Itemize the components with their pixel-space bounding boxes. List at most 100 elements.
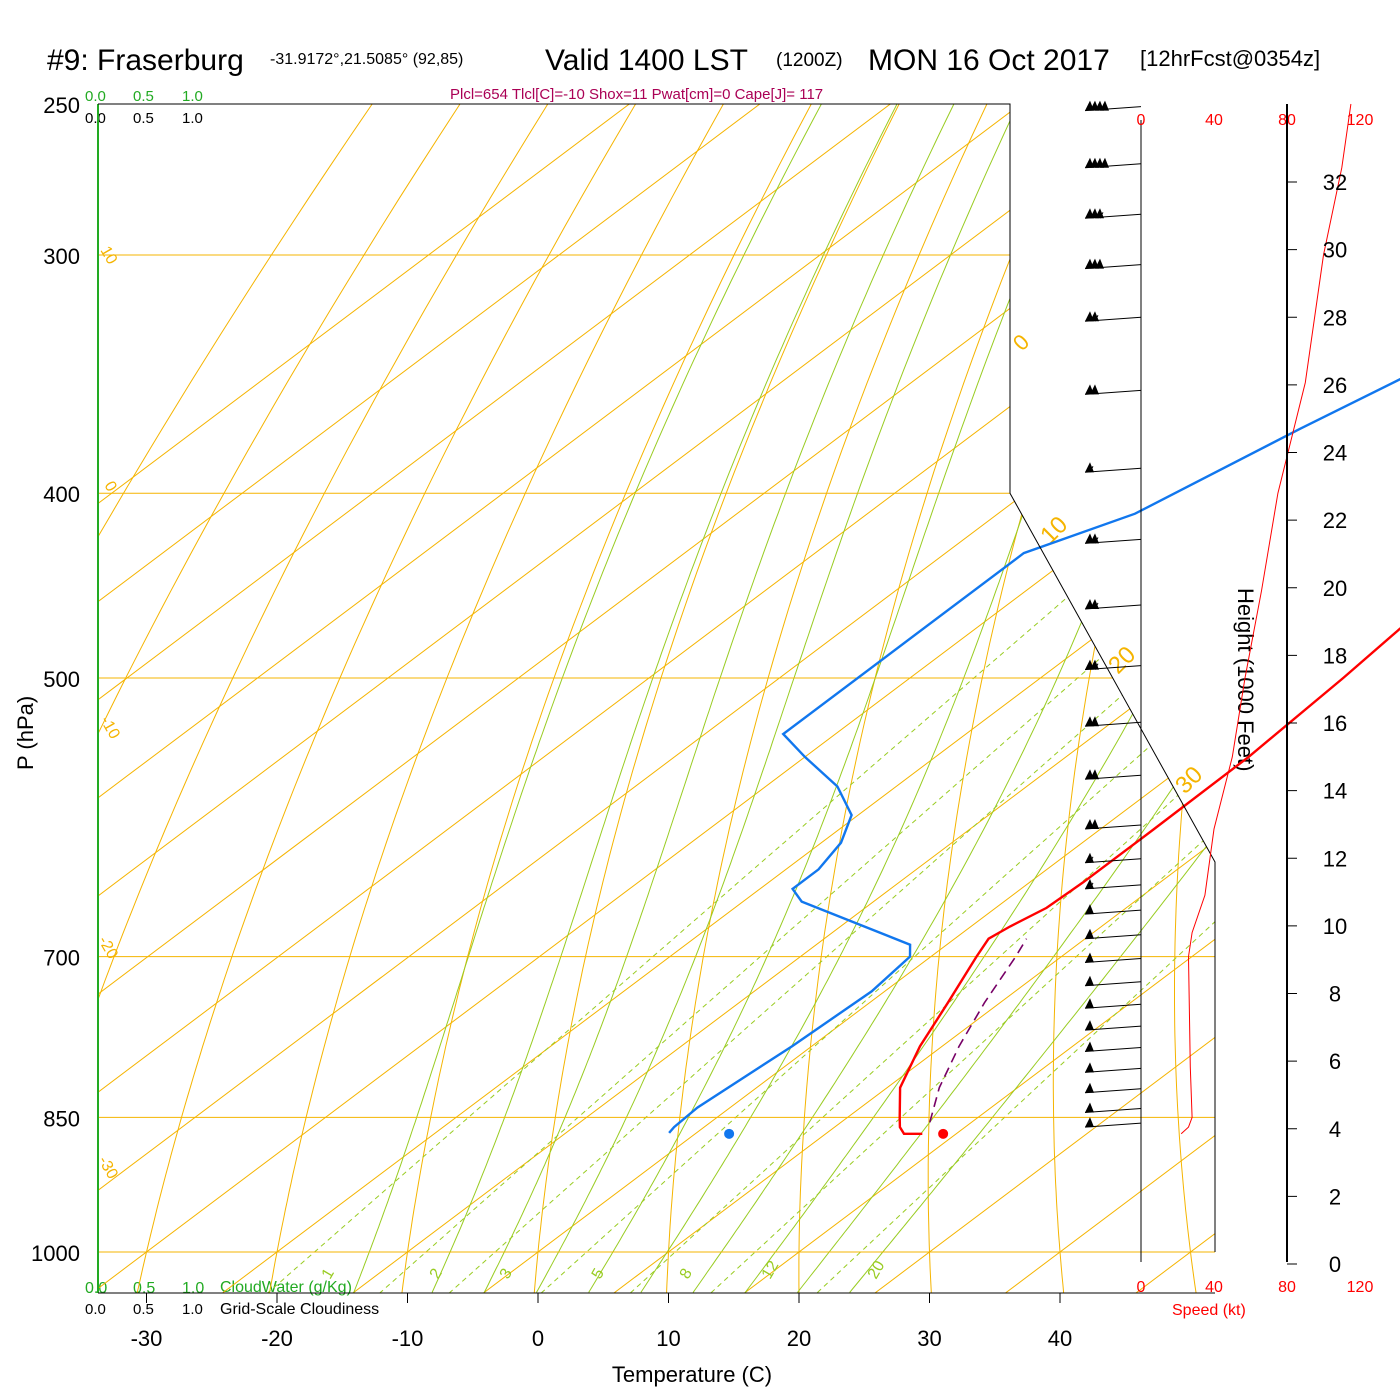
x-tick-label: -30 <box>131 1326 163 1351</box>
temperature-line <box>898 627 1400 1135</box>
wind-barb <box>1084 100 1142 112</box>
height-tick-label: 2 <box>1329 1184 1341 1209</box>
y-axis-label: P (hPa) <box>13 696 38 770</box>
mixing-ratio-line <box>784 492 1215 1293</box>
moist-adiabat-line <box>849 104 1215 1293</box>
height-tick-label: 30 <box>1323 238 1347 263</box>
wind-barb-staff <box>1084 1003 1142 1009</box>
cloudiness-tick-top: 0.5 <box>133 110 154 127</box>
forecast-info: [12hrFcst@0354z] <box>1140 46 1320 71</box>
y-tick-label: 1000 <box>31 1241 80 1266</box>
height-tick-label: 24 <box>1323 441 1347 466</box>
wind-barb-flag <box>1085 1062 1094 1073</box>
isotherm-line <box>98 104 1215 1293</box>
wind-barb <box>1084 157 1142 169</box>
cloudwater-tick-bottom: 1.0 <box>182 1280 204 1297</box>
surface-temperature-dot <box>938 1128 949 1139</box>
cloud-axis-bottom: 0.0 0.5 1.0 CloudWater (g/Kg) 0.0 0.5 1.… <box>85 1279 379 1318</box>
dry-adiabat-line <box>665 104 1004 1293</box>
height-tick-label: 22 <box>1323 508 1347 533</box>
x-tick-label: -20 <box>261 1326 293 1351</box>
height-tick-label: 14 <box>1323 779 1347 804</box>
y-tick-labels: 250 300 400 500 700 850 1000 <box>31 93 80 1266</box>
y-tick-label: 700 <box>43 946 80 971</box>
height-tick-label: 18 <box>1323 643 1347 668</box>
grid-lines <box>98 104 1215 1293</box>
dry-adiabat-line <box>128 104 657 1293</box>
isotherm-line <box>171 104 1215 1293</box>
dry-adiabat-line <box>98 104 570 1293</box>
wind-barb-staff <box>1084 981 1142 987</box>
wind-barb <box>1084 998 1142 1009</box>
height-tick-label: 26 <box>1323 373 1347 398</box>
wind-barb <box>1084 1020 1142 1031</box>
dry-adiabat-line <box>1052 104 1215 1293</box>
dry-adiabat-line <box>98 104 396 1293</box>
mixing-ratio-line <box>415 492 1215 1293</box>
height-tick-label: 4 <box>1329 1117 1341 1142</box>
mixing-ratio-label: 3 <box>497 1266 516 1282</box>
wind-barb <box>1084 462 1142 473</box>
dry-adiabat-label: 20 <box>1103 641 1141 679</box>
wind-barb-staff <box>1084 934 1142 940</box>
moist-adiabat-line <box>797 104 1215 1293</box>
wind-barb-flag <box>1085 1082 1094 1093</box>
wind-barb <box>1084 878 1142 890</box>
isotherm-line <box>432 104 1215 1293</box>
x-tick-label: 10 <box>656 1326 680 1351</box>
wind-barb-flag <box>1085 952 1094 963</box>
height-tick-label: 32 <box>1323 170 1347 195</box>
wind-barb <box>1084 598 1142 610</box>
speed-tick-top: 0 <box>1137 112 1146 129</box>
isotherm-line <box>98 104 1197 1293</box>
wind-barb-staff <box>1084 1122 1142 1128</box>
height-tick-label: 20 <box>1323 576 1347 601</box>
height-tick-label: 6 <box>1329 1049 1341 1074</box>
x-tick-label: 40 <box>1048 1326 1072 1351</box>
cloudiness-label: Grid-Scale Cloudiness <box>220 1301 379 1318</box>
cloudiness-tick-top: 1.0 <box>182 110 203 127</box>
moist-adiabat-line <box>588 104 1107 1293</box>
isotherm-line <box>98 104 936 1293</box>
wind-barb-half <box>1099 212 1104 219</box>
mixing-ratio-line <box>507 492 1215 1293</box>
wind-barb-staff <box>1084 467 1142 473</box>
frame <box>97 103 1216 1294</box>
speed-tick-bottom: 80 <box>1278 1279 1296 1296</box>
isotherm-line <box>98 104 675 1293</box>
wind-barb-staff <box>1084 1025 1142 1031</box>
wind-barb <box>1084 818 1142 830</box>
wind-barb-half <box>1094 663 1099 670</box>
wind-barb <box>1084 1102 1142 1114</box>
surface-dewpoint-dot <box>724 1128 735 1139</box>
speed-tick-bottom: 120 <box>1347 1279 1374 1296</box>
dewpoint-line <box>668 377 1400 1134</box>
cloudwater-tick-bottom: 0.5 <box>133 1280 155 1297</box>
moist-adiabat-line <box>692 104 1215 1293</box>
wind-barb <box>1084 928 1142 940</box>
cloudiness-tick-top: 0.0 <box>85 110 106 127</box>
dry-adiabat-line <box>798 104 1091 1293</box>
wind-barb <box>1084 716 1142 727</box>
valid-time: Valid 1400 LST <box>545 44 748 77</box>
y-tick-label: 250 <box>43 93 80 118</box>
cloudiness-tick-bottom: 0.0 <box>85 1301 106 1318</box>
wind-barb-staff <box>1084 858 1142 864</box>
wind-barb-half <box>1089 466 1094 473</box>
mixing-ratio-label: 20 <box>865 1258 889 1282</box>
zulu-time: (1200Z) <box>776 50 843 71</box>
cloudwater-tick-bottom: 0.0 <box>85 1280 107 1297</box>
x-axis-label: Temperature (C) <box>612 1362 772 1387</box>
x-tick-label: 30 <box>917 1326 941 1351</box>
header: #9: Fraserburg -31.9172°,21.5085° (92,85… <box>47 44 1320 103</box>
isotherm-line <box>98 104 806 1293</box>
height-tick-label: 10 <box>1323 914 1347 939</box>
wind-barb <box>1084 952 1142 964</box>
moist-adiabat-line <box>640 104 1191 1293</box>
wind-barb-staff <box>1084 1088 1142 1094</box>
valid-date: MON 16 Oct 2017 <box>868 44 1110 77</box>
wind-barb-flag <box>1085 1117 1094 1128</box>
wind-barb-flag <box>1100 157 1109 168</box>
